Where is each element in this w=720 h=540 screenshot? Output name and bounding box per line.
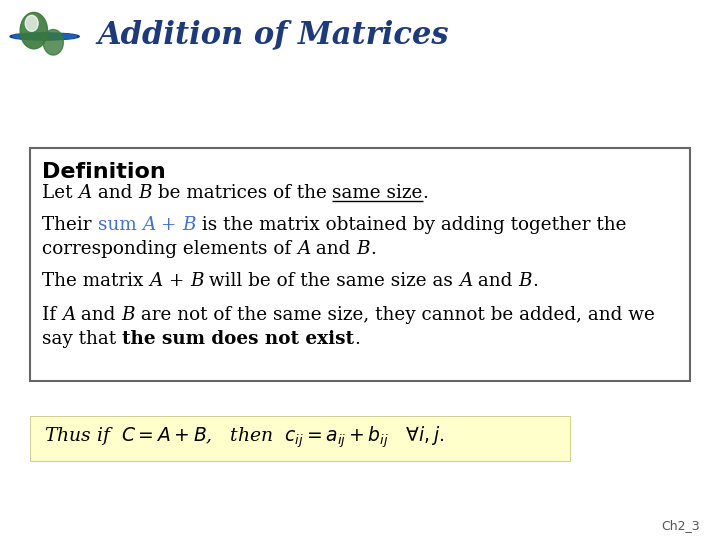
Text: will be of the same size as: will be of the same size as (204, 272, 459, 289)
Ellipse shape (25, 15, 38, 31)
Text: B: B (518, 272, 532, 289)
Ellipse shape (43, 30, 63, 55)
Text: A: A (297, 240, 310, 258)
Circle shape (13, 33, 76, 39)
Text: .: . (532, 272, 538, 289)
Text: B: B (190, 272, 204, 289)
Text: Addition of Matrices: Addition of Matrices (97, 19, 449, 51)
Text: say that: say that (42, 329, 122, 348)
Text: B: B (122, 306, 135, 323)
Text: B: B (356, 240, 370, 258)
Text: The matrix: The matrix (42, 272, 150, 289)
Text: A: A (62, 306, 76, 323)
Text: A: A (150, 272, 163, 289)
Bar (30, 416, 570, 461)
Text: Their: Their (42, 215, 98, 234)
Circle shape (10, 33, 79, 40)
Text: are not of the same size, they cannot be added, and we: are not of the same size, they cannot be… (135, 306, 655, 323)
Text: Ch2_3: Ch2_3 (662, 519, 700, 532)
Text: and: and (92, 184, 138, 201)
Text: be matrices of the: be matrices of the (152, 184, 333, 201)
Text: is the matrix obtained by adding together the: is the matrix obtained by adding togethe… (197, 215, 626, 234)
Text: A: A (78, 184, 92, 201)
Text: the sum does not exist: the sum does not exist (122, 329, 354, 348)
Text: same size: same size (333, 184, 423, 201)
Bar (30, 147, 690, 381)
Text: corresponding elements of: corresponding elements of (42, 240, 297, 258)
Text: and: and (310, 240, 356, 258)
Text: sum: sum (98, 215, 143, 234)
Text: A: A (143, 215, 156, 234)
Text: Definition: Definition (42, 161, 166, 181)
Text: .: . (423, 184, 428, 201)
Text: B: B (183, 215, 197, 234)
Text: .: . (370, 240, 376, 258)
Text: +: + (156, 215, 183, 234)
Text: +: + (163, 272, 190, 289)
Text: If: If (42, 306, 62, 323)
Text: Let: Let (42, 184, 78, 201)
Text: B: B (138, 184, 152, 201)
Text: .: . (354, 329, 360, 348)
Text: and: and (472, 272, 518, 289)
Text: Thus if  $C = A + B$,   then  $c_{ij} = a_{ij} + b_{ij}$   $\forall i,j.$: Thus if $C = A + B$, then $c_{ij} = a_{i… (44, 425, 444, 450)
Text: and: and (76, 306, 122, 323)
Text: A: A (459, 272, 472, 289)
Ellipse shape (20, 12, 48, 49)
